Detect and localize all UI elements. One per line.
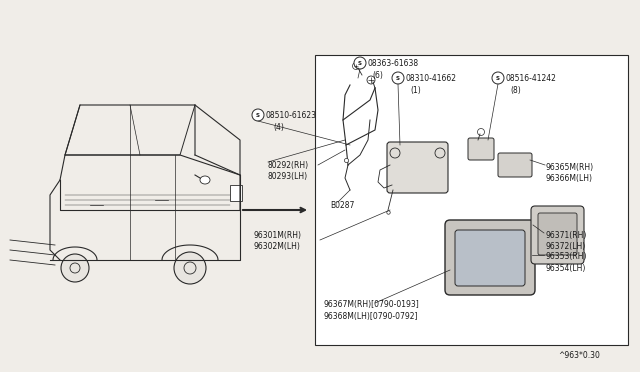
Circle shape <box>492 72 504 84</box>
FancyBboxPatch shape <box>538 213 577 255</box>
Text: S: S <box>396 76 400 80</box>
Text: 08310-41662: 08310-41662 <box>406 74 457 83</box>
Ellipse shape <box>200 176 210 184</box>
Circle shape <box>252 109 264 121</box>
Text: B0287: B0287 <box>330 201 355 209</box>
Text: 08363-61638: 08363-61638 <box>368 58 419 67</box>
Circle shape <box>174 252 206 284</box>
Text: S: S <box>256 112 260 118</box>
Text: 96365M(RH): 96365M(RH) <box>545 163 593 171</box>
Text: 96367M(RH)[0790-0193]: 96367M(RH)[0790-0193] <box>323 301 419 310</box>
FancyBboxPatch shape <box>531 206 584 264</box>
Text: 96371(RH): 96371(RH) <box>545 231 586 240</box>
Circle shape <box>392 72 404 84</box>
Text: 80292(RH): 80292(RH) <box>268 160 309 170</box>
Text: 08510-61623: 08510-61623 <box>266 110 317 119</box>
Circle shape <box>354 57 366 69</box>
Text: 08516-41242: 08516-41242 <box>506 74 557 83</box>
Text: (4): (4) <box>273 122 284 131</box>
Text: 96354(LH): 96354(LH) <box>545 263 586 273</box>
Text: 96372(LH): 96372(LH) <box>545 241 585 250</box>
FancyBboxPatch shape <box>445 220 535 295</box>
FancyBboxPatch shape <box>498 153 532 177</box>
FancyBboxPatch shape <box>455 230 525 286</box>
Text: S: S <box>358 61 362 65</box>
Text: S: S <box>496 76 500 80</box>
Text: (8): (8) <box>510 86 521 94</box>
Text: 80293(LH): 80293(LH) <box>268 171 308 180</box>
Text: 96301M(RH): 96301M(RH) <box>253 231 301 240</box>
Text: 96366M(LH): 96366M(LH) <box>545 173 592 183</box>
Circle shape <box>61 254 89 282</box>
Text: 96353(RH): 96353(RH) <box>545 253 586 262</box>
Bar <box>315 55 628 345</box>
Text: (6): (6) <box>372 71 383 80</box>
FancyBboxPatch shape <box>468 138 494 160</box>
Text: (1): (1) <box>410 86 420 94</box>
Text: 96302M(LH): 96302M(LH) <box>253 241 300 250</box>
Text: 96368M(LH)[0790-0792]: 96368M(LH)[0790-0792] <box>323 311 417 321</box>
Text: ^963*0.30: ^963*0.30 <box>558 350 600 359</box>
FancyBboxPatch shape <box>387 142 448 193</box>
Bar <box>230 185 242 201</box>
